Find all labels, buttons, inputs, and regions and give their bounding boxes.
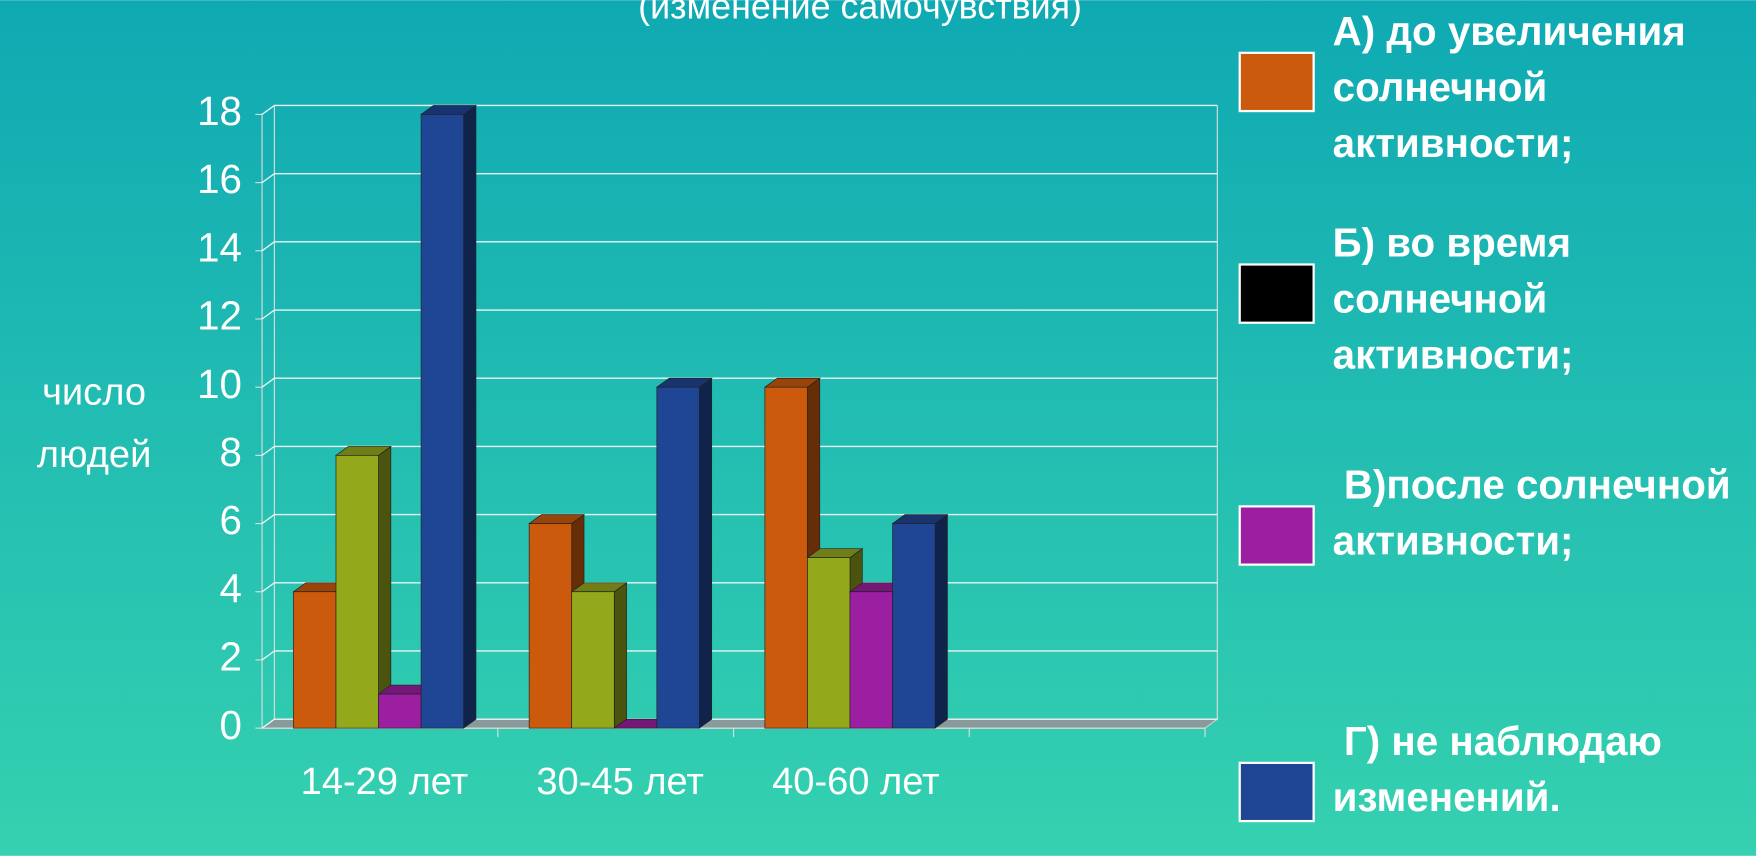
legend-entry: В)после солнечной активности; [1332, 461, 1742, 564]
grid-line [261, 650, 275, 661]
grid-line [261, 377, 275, 388]
bar [528, 523, 573, 729]
bar [764, 386, 808, 729]
grid-line [261, 104, 275, 115]
bar-side [699, 377, 713, 729]
bar-side [613, 582, 627, 729]
bar [420, 114, 464, 729]
legend-swatch [1238, 51, 1315, 113]
y-tick-label: 12 [197, 294, 242, 339]
legend-label: В)после солнечной активности; [1332, 461, 1742, 564]
y-tick-label: 8 [219, 430, 241, 475]
y-tick-label: 0 [219, 703, 241, 748]
y-tick-label: 16 [197, 157, 242, 202]
y-tick-label: 14 [197, 225, 242, 270]
bar [807, 557, 851, 729]
x-tick-label: 30-45 лет [536, 761, 703, 803]
x-tick-label: 40-60 лет [772, 761, 939, 803]
legend-swatch [1238, 263, 1315, 324]
bar [335, 455, 379, 729]
bar [571, 591, 615, 729]
grid-line [261, 582, 275, 593]
bar-side [463, 104, 477, 729]
chart-subtitle: (изменение самочувствия) [638, 0, 1082, 27]
grid-line [261, 718, 275, 729]
legend-entry: А) до увеличения солнечной активности; [1332, 8, 1698, 166]
bar-side [378, 445, 392, 729]
bar [378, 693, 422, 729]
legend-entry: Г) не наблюдаю изменений. [1332, 718, 1674, 820]
grid-line [261, 173, 275, 184]
bar [849, 591, 893, 729]
bar [656, 386, 700, 729]
y-tick-label: 18 [197, 89, 242, 134]
y-tick-label: 2 [219, 635, 241, 680]
legend-label: А) до увеличения солнечной активности; [1332, 8, 1698, 166]
legend-label: Г) не наблюдаю изменений. [1332, 718, 1674, 820]
bar [293, 591, 337, 729]
legend-entry: Б) во время солнечной активности; [1332, 219, 1583, 378]
y-tick-label: 6 [219, 498, 241, 543]
grid-line [261, 514, 275, 525]
y-axis-label: число [42, 371, 146, 413]
legend-swatch [1238, 505, 1315, 566]
legend-label: Б) во время солнечной активности; [1332, 219, 1583, 378]
x-tick-label: 14-29 лет [301, 761, 468, 803]
bar-side [934, 513, 948, 729]
legend-swatch [1238, 761, 1315, 823]
grid-line [261, 241, 275, 252]
grid-line [261, 309, 275, 320]
y-tick-label: 4 [219, 566, 241, 611]
y-tick-label: 10 [197, 362, 242, 407]
grid-line [261, 445, 275, 456]
y-axis-label: людей [37, 434, 152, 476]
bar [892, 523, 936, 729]
